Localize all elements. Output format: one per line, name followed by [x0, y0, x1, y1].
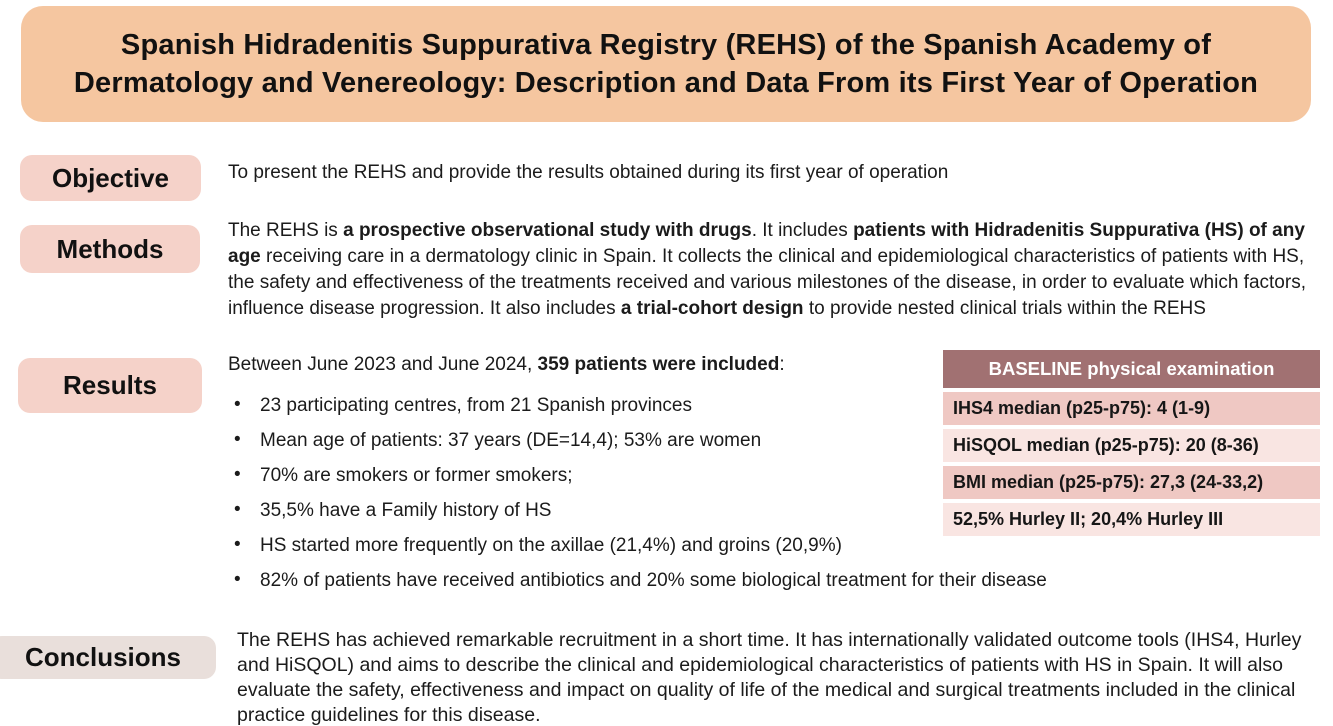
text-segment: Between June 2023 and June 2024, — [228, 354, 538, 375]
baseline-table-row: HiSQOL median (p25-p75): 20 (8-36) — [943, 429, 1320, 462]
text-segment: The REHS is — [228, 220, 344, 241]
title-banner: Spanish Hidradenitis Suppurativa Registr… — [21, 6, 1311, 122]
text-segment: to provide nested clinical trials within… — [803, 298, 1206, 319]
baseline-table-row: IHS4 median (p25-p75): 4 (1-9) — [943, 392, 1320, 425]
result-bullet-item: 35,5% have a Family history of HS — [228, 498, 1333, 523]
result-bullet-item: Mean age of patients: 37 years (DE=14,4)… — [228, 428, 1333, 453]
objective-text: To present the REHS and provide the resu… — [228, 162, 949, 183]
results-intro-text: Between June 2023 and June 2024, 359 pat… — [228, 352, 933, 378]
bold-text-segment: patients with Hidradenitis Suppurativa (… — [228, 220, 1305, 267]
results-bullet-list: 23 participating centres, from 21 Spanis… — [228, 393, 1333, 604]
result-bullet-item: 82% of patients have received antibiotic… — [228, 568, 1333, 593]
result-bullet-item: 70% are smokers or former smokers; — [228, 463, 1333, 488]
result-bullet-item: HS started more frequently on the axilla… — [228, 533, 1333, 558]
baseline-table-row: BMI median (p25-p75): 27,3 (24-33,2) — [943, 466, 1320, 499]
result-bullet-item: 23 participating centres, from 21 Spanis… — [228, 393, 1333, 418]
text-segment: : — [779, 354, 785, 375]
bold-text-segment: a trial-cohort design — [620, 298, 804, 319]
conclusions-section-label: Conclusions — [0, 636, 216, 679]
results-section-label: Results — [18, 358, 202, 413]
text-segment: . It includes — [751, 220, 854, 241]
conclusions-text: The REHS has achieved remarkable recruit… — [237, 629, 1302, 726]
text-segment: receiving care in a dermatology clinic i… — [228, 246, 1306, 319]
objective-section-label: Objective — [20, 155, 201, 201]
baseline-table-row: 52,5% Hurley II; 20,4% Hurley III — [943, 503, 1320, 536]
bold-text-segment: 359 patients were included — [537, 354, 780, 375]
baseline-table-rows: IHS4 median (p25-p75): 4 (1-9) HiSQOL med… — [943, 392, 1320, 536]
bold-text-segment: a prospective observational study with d… — [343, 220, 752, 241]
methods-section-label: Methods — [20, 225, 200, 273]
baseline-examination-table: BASELINE physical examination IHS4 media… — [943, 350, 1320, 540]
methods-text: The REHS is a prospective observational … — [228, 218, 1328, 322]
baseline-table-header: BASELINE physical examination — [943, 350, 1320, 388]
page-title: Spanish Hidradenitis Suppurativa Registr… — [73, 29, 1259, 99]
